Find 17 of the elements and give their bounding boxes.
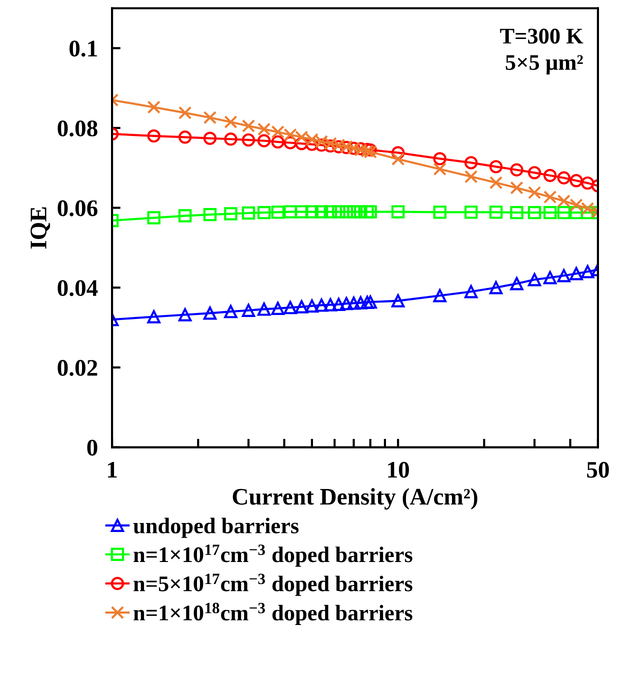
y-tick-label: 0.1 bbox=[70, 40, 97, 57]
y-tick-label: 0.04 bbox=[58, 280, 98, 296]
legend-label: n=5×10$^{17}$cm$^{−3}$ doped barriers bbox=[134, 574, 412, 596]
x-tick-label: 10 bbox=[388, 462, 409, 478]
annotation: 5×5 µm² bbox=[506, 55, 583, 74]
legend-label: undoped barriers bbox=[133, 518, 299, 538]
annotation: T=300 K bbox=[500, 28, 584, 44]
y-tick-label: 0 bbox=[87, 440, 98, 456]
y-tick-label: 0.06 bbox=[58, 200, 98, 216]
x-tick-label: 1 bbox=[108, 462, 117, 478]
x-axis-title: Current Density (A/cm²) bbox=[232, 488, 478, 510]
y-tick-label: 0.02 bbox=[58, 360, 98, 376]
legend-label: n=1×10$^{18}$cm$^{−3}$ doped barriers bbox=[134, 602, 412, 626]
y-axis-title: IQE bbox=[30, 207, 50, 249]
y-tick-label: 0.08 bbox=[58, 120, 98, 136]
x-tick-label: 50 bbox=[587, 462, 609, 478]
legend-label: n=1×10$^{17}$cm$^{−3}$ doped barriers bbox=[134, 544, 412, 567]
